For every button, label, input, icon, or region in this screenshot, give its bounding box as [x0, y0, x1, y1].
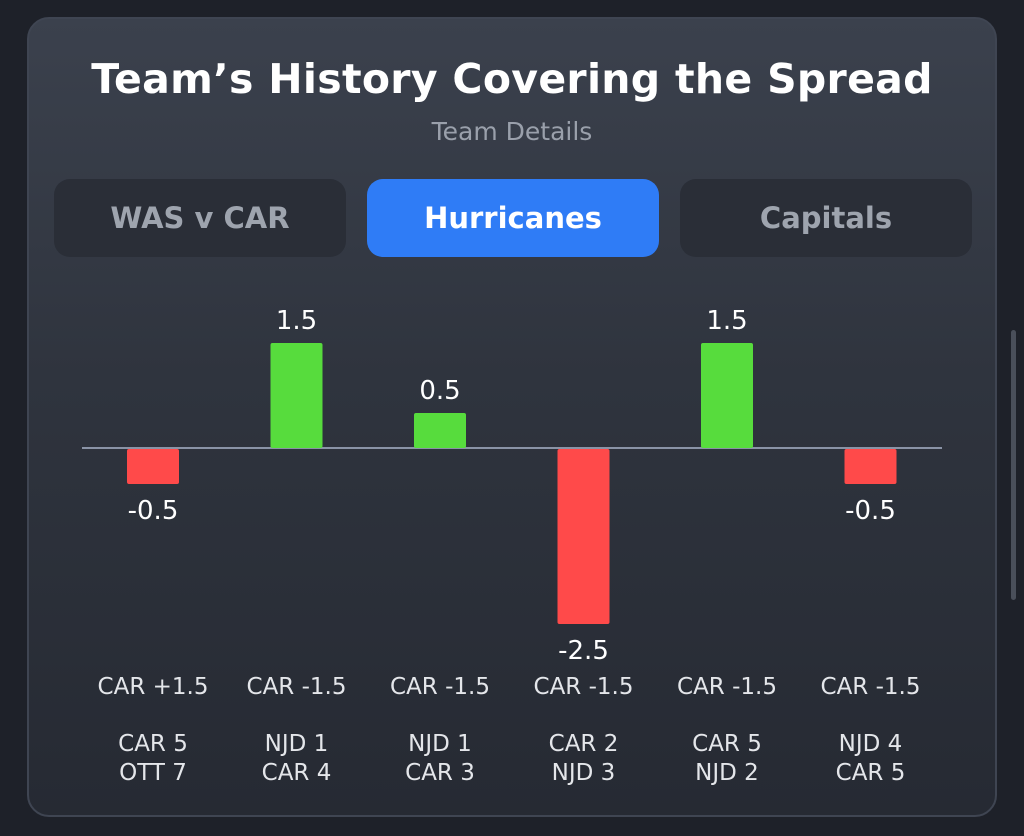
score-label-top-3: NJD 1	[408, 731, 472, 757]
tab-bar: WAS v CAR Hurricanes Capitals	[54, 179, 972, 257]
tab-matchup[interactable]: WAS v CAR	[54, 179, 346, 257]
spread-label-5: CAR -1.5	[677, 674, 777, 700]
score-label-bottom-3: CAR 3	[405, 760, 475, 786]
tab-capitals[interactable]: Capitals	[680, 179, 972, 257]
bar-value-label-4: -2.5	[558, 636, 609, 666]
bar-6	[844, 449, 897, 484]
bar-value-label-2: 1.5	[276, 306, 317, 336]
score-label-top-5: CAR 5	[692, 731, 762, 757]
score-label-bottom-6: CAR 5	[836, 760, 906, 786]
bar-3	[414, 413, 466, 448]
score-label-top-2: NJD 1	[265, 731, 329, 757]
bar-1	[127, 449, 179, 484]
spread-label-2: CAR -1.5	[247, 674, 347, 700]
bar-value-label-6: -0.5	[845, 496, 896, 526]
chart-subtitle: Team Details	[431, 117, 593, 146]
bar-value-label-3: 0.5	[419, 376, 460, 406]
bar-value-label-1: -0.5	[128, 496, 179, 526]
bar-2	[270, 343, 323, 448]
score-label-bottom-1: OTT 7	[119, 760, 187, 786]
spread-label-1: CAR +1.5	[98, 674, 209, 700]
bar-value-label-5: 1.5	[706, 306, 747, 336]
chart-card: Team’s History Covering the Spread Team …	[27, 17, 997, 817]
score-label-bottom-5: NJD 2	[695, 760, 759, 786]
chart-title: Team’s History Covering the Spread	[91, 55, 933, 103]
score-label-top-1: CAR 5	[118, 731, 188, 757]
spread-label-3: CAR -1.5	[390, 674, 490, 700]
score-label-top-4: CAR 2	[549, 731, 619, 757]
tab-hurricanes[interactable]: Hurricanes	[367, 179, 659, 257]
bar-5	[701, 343, 753, 448]
bar-4	[557, 449, 610, 624]
score-label-bottom-2: CAR 4	[262, 760, 332, 786]
score-label-bottom-4: NJD 3	[552, 760, 616, 786]
spread-label-6: CAR -1.5	[821, 674, 921, 700]
spread-label-4: CAR -1.5	[534, 674, 634, 700]
scrollbar[interactable]	[1011, 330, 1016, 600]
score-label-top-6: NJD 4	[839, 731, 903, 757]
